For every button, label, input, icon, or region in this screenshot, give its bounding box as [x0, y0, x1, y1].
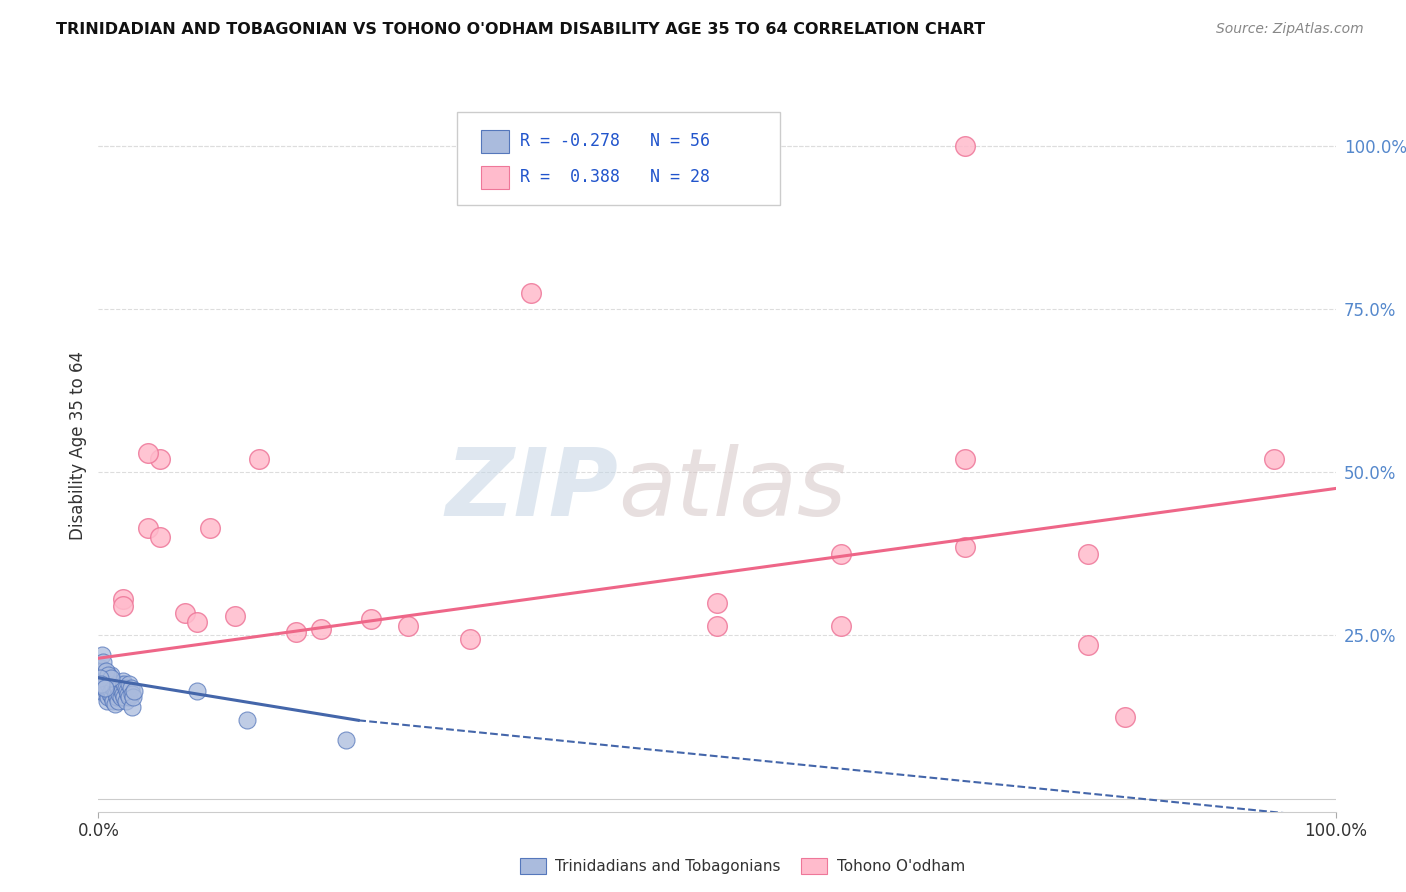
- Point: [114, 681, 136, 695]
- Point: [103, 681, 125, 695]
- Point: [186, 684, 208, 698]
- Point: [94, 671, 117, 685]
- Point: [94, 665, 117, 679]
- Point: [108, 687, 131, 701]
- Point: [105, 690, 128, 705]
- Point: [136, 521, 159, 535]
- Point: [186, 615, 208, 630]
- Point: [198, 521, 221, 535]
- Point: [97, 677, 120, 691]
- Point: [706, 618, 728, 632]
- Point: [830, 618, 852, 632]
- Point: [122, 690, 145, 705]
- Text: TRINIDADIAN AND TOBAGONIAN VS TOHONO O'ODHAM DISABILITY AGE 35 TO 64 CORRELATION: TRINIDADIAN AND TOBAGONIAN VS TOHONO O'O…: [56, 22, 986, 37]
- Point: [120, 681, 142, 695]
- Point: [520, 285, 543, 300]
- Point: [114, 694, 136, 708]
- Point: [112, 674, 135, 689]
- Point: [90, 661, 112, 675]
- Point: [103, 694, 125, 708]
- Point: [89, 671, 111, 685]
- Point: [953, 452, 976, 467]
- Point: [100, 671, 122, 685]
- Point: [136, 445, 159, 459]
- Point: [112, 687, 135, 701]
- Point: [706, 596, 728, 610]
- Point: [110, 690, 132, 705]
- Text: R =  0.388   N = 28: R = 0.388 N = 28: [520, 168, 710, 186]
- Text: R = -0.278   N = 56: R = -0.278 N = 56: [520, 132, 710, 151]
- Point: [285, 625, 308, 640]
- Point: [112, 592, 135, 607]
- Point: [91, 648, 114, 662]
- Point: [96, 694, 118, 708]
- Point: [118, 690, 141, 705]
- Point: [149, 452, 172, 467]
- Point: [98, 674, 121, 689]
- Point: [104, 687, 127, 701]
- Point: [1077, 638, 1099, 652]
- Point: [90, 677, 112, 691]
- Point: [97, 667, 120, 681]
- Point: [335, 732, 357, 747]
- Text: ZIP: ZIP: [446, 444, 619, 536]
- Point: [103, 697, 125, 711]
- Point: [101, 677, 124, 691]
- Text: Source: ZipAtlas.com: Source: ZipAtlas.com: [1216, 22, 1364, 37]
- Point: [97, 690, 120, 705]
- Point: [105, 677, 128, 691]
- Point: [111, 684, 134, 698]
- Point: [93, 677, 115, 691]
- Point: [309, 622, 332, 636]
- Point: [360, 612, 382, 626]
- Point: [107, 694, 129, 708]
- Y-axis label: Disability Age 35 to 64: Disability Age 35 to 64: [69, 351, 87, 541]
- Point: [1114, 710, 1136, 724]
- Point: [121, 700, 143, 714]
- Point: [247, 452, 270, 467]
- Text: Tohono O'odham: Tohono O'odham: [837, 859, 965, 873]
- Point: [1263, 452, 1285, 467]
- Point: [98, 687, 121, 701]
- Point: [149, 530, 172, 544]
- Point: [953, 540, 976, 554]
- Point: [93, 655, 115, 669]
- Point: [94, 684, 117, 698]
- Point: [112, 677, 135, 691]
- Point: [103, 684, 125, 698]
- Point: [458, 632, 481, 646]
- Text: Trinidadians and Tobagonians: Trinidadians and Tobagonians: [555, 859, 780, 873]
- Point: [93, 687, 115, 701]
- Point: [93, 674, 115, 689]
- Point: [121, 687, 143, 701]
- Point: [953, 138, 976, 153]
- Point: [107, 681, 129, 695]
- Point: [101, 690, 124, 705]
- Point: [224, 608, 246, 623]
- Point: [1077, 547, 1099, 561]
- Point: [115, 684, 138, 698]
- Point: [396, 618, 419, 632]
- Point: [91, 665, 114, 679]
- Point: [118, 677, 141, 691]
- Point: [112, 599, 135, 613]
- Point: [236, 714, 259, 728]
- Point: [100, 667, 122, 681]
- Point: [174, 606, 197, 620]
- Point: [112, 690, 135, 705]
- Point: [124, 684, 146, 698]
- Text: atlas: atlas: [619, 444, 846, 535]
- Point: [830, 547, 852, 561]
- Point: [93, 681, 115, 695]
- Point: [117, 687, 139, 701]
- Point: [100, 684, 122, 698]
- Point: [110, 677, 132, 691]
- Point: [96, 681, 118, 695]
